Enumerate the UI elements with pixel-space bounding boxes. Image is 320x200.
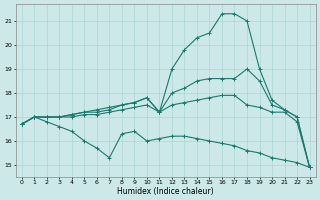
X-axis label: Humidex (Indice chaleur): Humidex (Indice chaleur) <box>117 187 214 196</box>
